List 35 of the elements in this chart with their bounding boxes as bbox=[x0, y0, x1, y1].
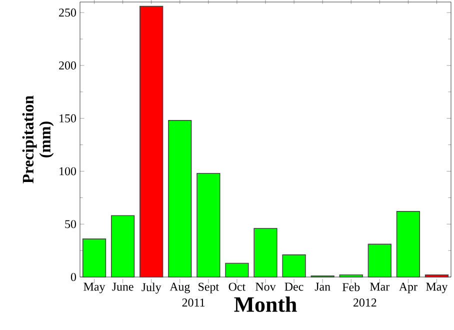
bar bbox=[254, 228, 278, 278]
bar bbox=[396, 211, 420, 278]
bar bbox=[368, 244, 392, 278]
y-tick-label: 0 bbox=[70, 272, 76, 282]
x-tick-label: July bbox=[142, 282, 162, 294]
x-tick-label: Sept bbox=[198, 282, 219, 294]
bar bbox=[140, 6, 164, 278]
bar bbox=[225, 262, 249, 278]
y-tick-label: 50 bbox=[65, 220, 76, 228]
x-tick-label: May bbox=[426, 282, 448, 294]
x-tick-label: Jan bbox=[314, 282, 330, 291]
x-tick-label: Apr bbox=[399, 282, 418, 294]
x-tick-label: Aug bbox=[170, 282, 190, 294]
bar bbox=[110, 215, 135, 278]
y-tick-label: 150 bbox=[60, 114, 76, 122]
y-tick-label: 100 bbox=[60, 167, 76, 176]
bar bbox=[168, 120, 192, 278]
bar bbox=[424, 274, 449, 278]
bar bbox=[82, 238, 106, 278]
y-tick-label: 200 bbox=[59, 61, 76, 70]
y-tick-label: 250 bbox=[59, 8, 76, 17]
text: 2012 bbox=[354, 298, 376, 307]
bar bbox=[196, 172, 220, 278]
bar bbox=[282, 254, 306, 278]
text: 2011 bbox=[182, 298, 205, 307]
x-tick-label: Feb bbox=[342, 282, 360, 292]
x-tick-label: Nov bbox=[256, 282, 276, 291]
y-axis-title: Precipitation (mm) bbox=[22, 96, 54, 184]
x-tick-label: Mar bbox=[370, 282, 390, 291]
bar bbox=[339, 274, 363, 278]
x-tick-label: Oct bbox=[228, 282, 246, 291]
x-axis-title: Month bbox=[234, 296, 297, 312]
x-tick-label: Dec bbox=[284, 282, 304, 291]
x-tick-label: June bbox=[112, 282, 134, 291]
x-tick-label: May bbox=[84, 282, 106, 294]
